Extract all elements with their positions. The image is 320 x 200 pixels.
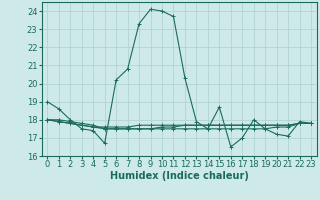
X-axis label: Humidex (Indice chaleur): Humidex (Indice chaleur): [110, 171, 249, 181]
